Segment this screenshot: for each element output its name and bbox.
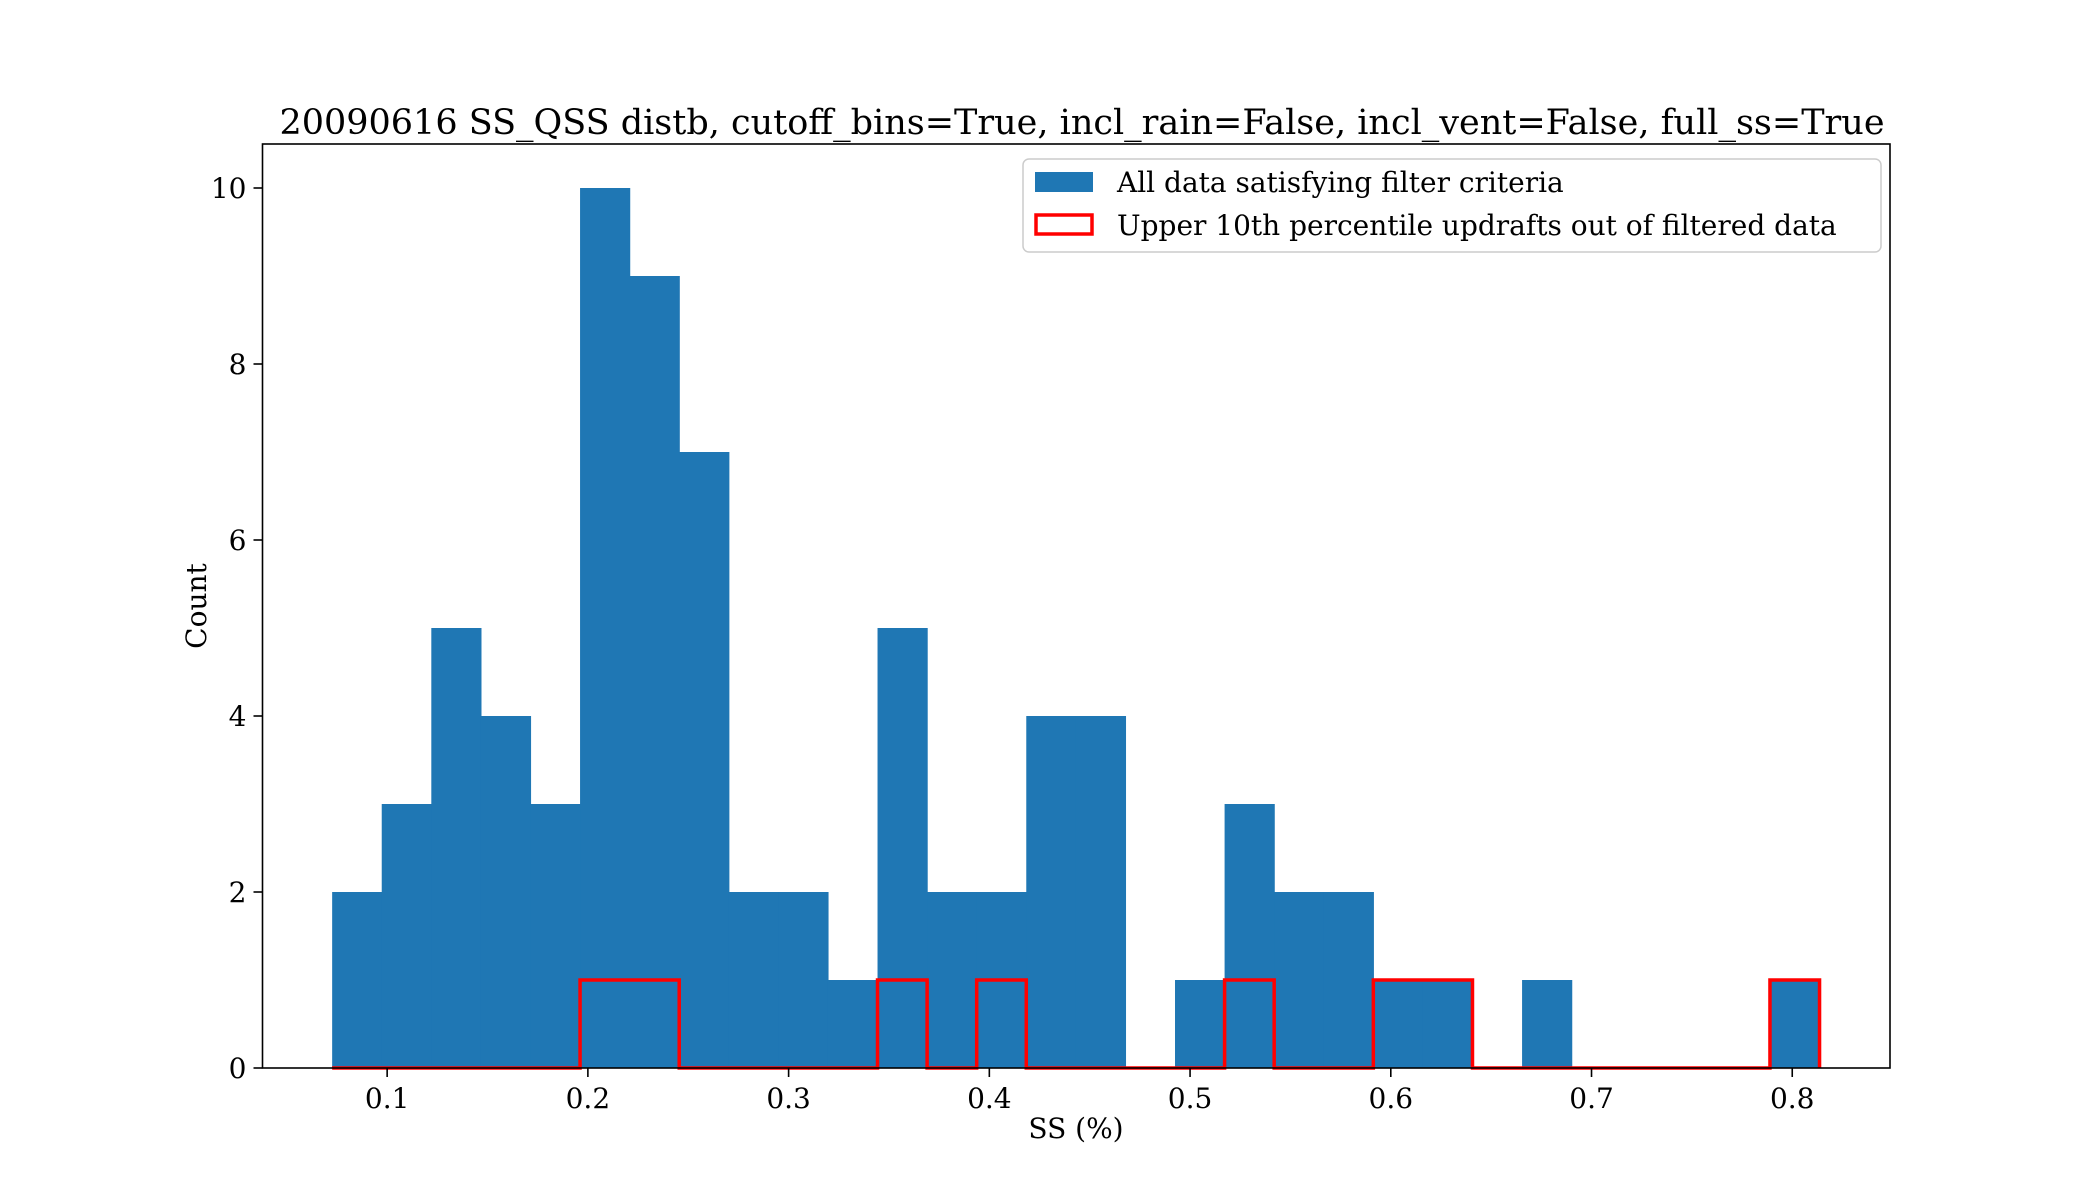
legend-swatch-outline — [1034, 213, 1094, 236]
histogram-bar — [1175, 980, 1226, 1068]
y-axis-ticks: 0 2 4 6 8 10 — [211, 172, 263, 1085]
histogram-bar — [332, 892, 383, 1068]
x-tick-label: 0.3 — [766, 1082, 811, 1115]
legend-label-filled: All data satisfying filter criteria — [1116, 166, 1564, 199]
legend: All data satisfying filter criteria Uppe… — [1022, 158, 1882, 253]
x-tick-label: 0.7 — [1569, 1082, 1614, 1115]
x-axis-ticks: 0.1 0.2 0.3 0.4 0.5 0.6 0.7 0.8 — [365, 1068, 1815, 1115]
histogram-bar — [778, 892, 829, 1068]
histogram-bar — [1323, 892, 1374, 1068]
y-tick-label: 2 — [229, 876, 247, 909]
y-tick-label: 0 — [229, 1052, 247, 1085]
y-axis-label: Count — [180, 562, 213, 648]
histogram-bar — [679, 452, 730, 1068]
x-tick-label: 0.5 — [1168, 1082, 1213, 1115]
legend-swatch-filled — [1035, 172, 1093, 192]
y-tick-label: 4 — [229, 700, 247, 733]
x-tick-label: 0.8 — [1770, 1082, 1815, 1115]
histogram-bar — [1522, 980, 1573, 1068]
y-tick-label: 10 — [211, 172, 247, 205]
histogram-bar — [530, 804, 581, 1068]
histogram-bar — [728, 892, 779, 1068]
y-tick-label: 6 — [229, 524, 247, 557]
x-tick-label: 0.4 — [967, 1082, 1012, 1115]
histogram-bar — [877, 628, 928, 1068]
legend-label-outline: Upper 10th percentile updrafts out of fi… — [1117, 209, 1837, 242]
x-tick-label: 0.6 — [1369, 1082, 1414, 1115]
chart-title: 20090616 SS_QSS distb, cutoff_bins=True,… — [279, 103, 1884, 143]
y-tick-label: 8 — [229, 348, 247, 381]
plot-frame — [261, 143, 1891, 1069]
histogram-bar — [431, 628, 482, 1068]
legend-box — [1022, 158, 1882, 253]
histogram-bar — [480, 716, 532, 1068]
histogram-bar — [580, 188, 631, 1068]
histogram-bar — [1224, 804, 1275, 1068]
histogram-bar — [1373, 980, 1424, 1068]
x-axis-label: SS (%) — [1028, 1112, 1123, 1145]
x-tick-label: 0.1 — [365, 1082, 410, 1115]
histogram-bar — [927, 892, 978, 1068]
x-tick-label: 0.2 — [566, 1082, 611, 1115]
histogram-bar — [1274, 892, 1325, 1068]
histogram-bar — [381, 804, 432, 1068]
histogram-bar — [827, 980, 879, 1068]
histogram-bar — [1422, 980, 1474, 1068]
histogram-bar — [1769, 980, 1821, 1068]
histogram-bar — [1026, 716, 1077, 1068]
histogram-bar — [629, 276, 680, 1068]
filled-bars — [332, 188, 1821, 1068]
histogram-bar — [1075, 716, 1127, 1068]
